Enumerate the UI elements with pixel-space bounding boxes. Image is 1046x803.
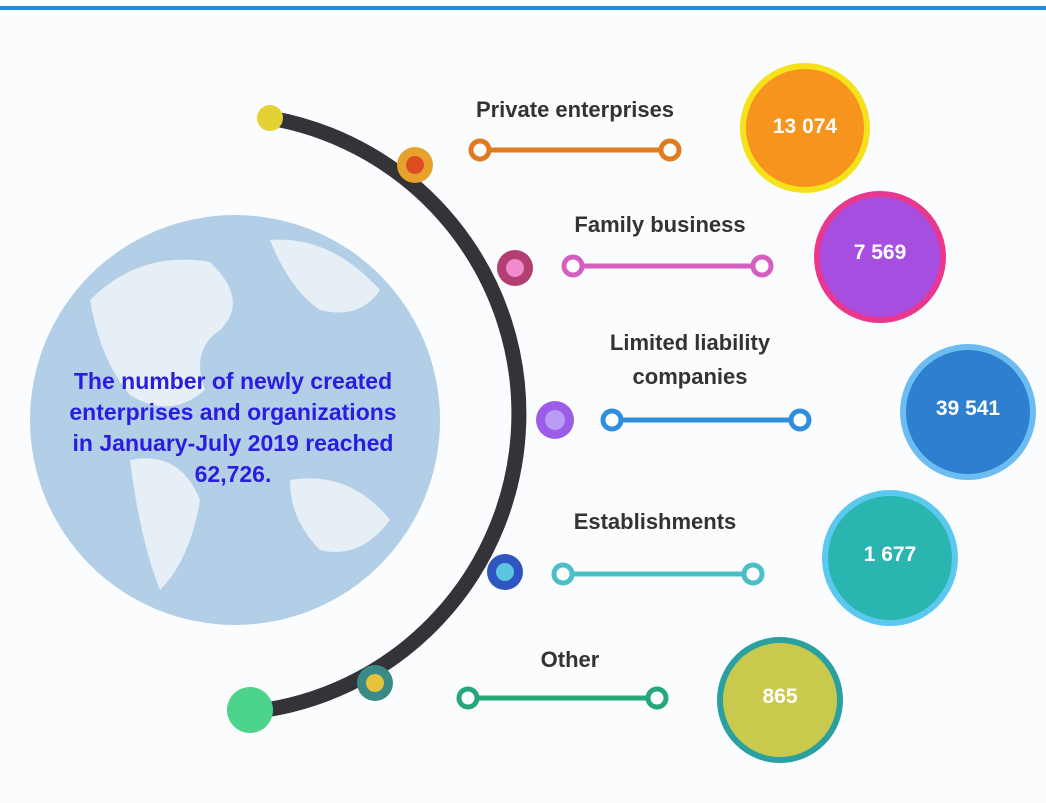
arc-dots [227,105,574,733]
top-rule [0,6,1046,10]
item-label: Family business [574,212,746,237]
item-value: 7 569 [853,241,907,264]
item-value: 1 677 [863,543,917,566]
item-label: Establishments [573,509,737,534]
globe [30,215,440,625]
item-label: Private enterprises [475,97,675,122]
bubbles [717,63,1036,763]
item-label: Other [540,647,600,672]
item-value: 39 541 [935,397,1001,420]
summary: The number of newly created enterprises … [69,368,397,487]
item-value: 865 [762,685,798,708]
item-value: 13 074 [772,115,838,138]
item-label: Limited liability companies [609,330,771,389]
connectors [456,138,812,710]
